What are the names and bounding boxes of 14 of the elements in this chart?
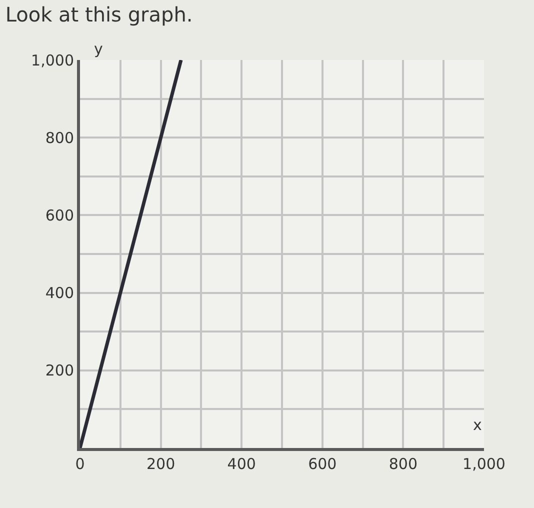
x-tick-label: 800	[388, 455, 418, 473]
y-tick-label: 600	[45, 206, 74, 224]
y-tick-label: 200	[45, 362, 74, 380]
y-tick-label: 400	[45, 284, 74, 302]
x-tick-label: 600	[308, 455, 337, 473]
chart-title: Look at this graph.	[5, 2, 193, 27]
y-axis-title: y	[94, 40, 103, 58]
x-tick-label: 200	[146, 455, 176, 473]
x-tick-label: 0	[75, 455, 85, 473]
y-tick-label: 800	[45, 128, 74, 147]
y-tick-label: 1,000	[31, 51, 74, 70]
x-tick-label: 1,000	[462, 455, 506, 473]
x-axis-title: x	[473, 416, 482, 434]
x-tick-label: 400	[227, 455, 256, 473]
